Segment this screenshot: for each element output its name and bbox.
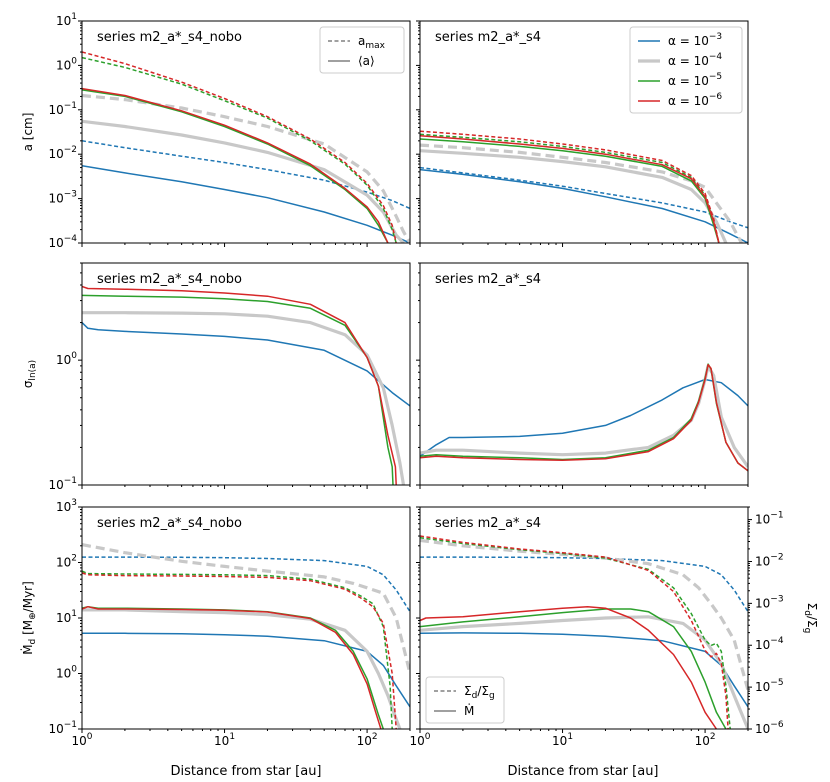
y2-tick-label: 10−6 xyxy=(755,720,784,736)
panel-title: series m2_a*_s4 xyxy=(435,30,541,45)
legend-label: ⟨a⟩ xyxy=(358,54,375,68)
x-axis-label-right: Distance from star [au] xyxy=(507,764,658,779)
series-line xyxy=(82,93,410,243)
y-tick-label: 102 xyxy=(56,554,77,570)
series-group xyxy=(82,285,410,485)
y-tick-label: 10−1 xyxy=(48,720,77,736)
x-tick-label: 100 xyxy=(71,732,92,748)
legend-label: α = 10−6 xyxy=(668,92,722,108)
legend-label: α = 10−3 xyxy=(668,32,722,48)
y-tick-label: 100 xyxy=(56,351,77,367)
series-line xyxy=(420,605,718,729)
y-tick-label: 101 xyxy=(56,609,77,625)
series-line xyxy=(420,168,748,243)
series-line xyxy=(82,572,397,729)
series-group xyxy=(420,130,748,243)
x-tick-label: 102 xyxy=(357,732,378,748)
series-line xyxy=(420,143,743,243)
y-tick-label: 103 xyxy=(56,498,77,514)
series-line xyxy=(82,164,410,243)
legend-label: α = 10−4 xyxy=(668,52,722,68)
series-line xyxy=(82,605,382,729)
y2-tick-label: 10−1 xyxy=(755,511,784,527)
x-tick-label: 102 xyxy=(695,732,716,748)
y-tick-label: 10−3 xyxy=(48,190,77,206)
panel-middle-right: series m2_a*_s4 xyxy=(416,262,749,489)
plot-frame xyxy=(419,20,749,244)
plot-frame xyxy=(81,20,411,244)
y-tick-label: 100 xyxy=(56,56,77,72)
series-line xyxy=(420,363,748,472)
panel-top-left: 10−4 10−3 10−2 10−1 100 101 a [cm] series m2_a*… xyxy=(21,12,411,250)
x-tick-label: 101 xyxy=(214,732,235,748)
y-axis-label: a [cm] xyxy=(21,113,35,152)
y-tick-label: 100 xyxy=(56,665,77,681)
y2-tick-label: 10−2 xyxy=(755,552,784,568)
y2-tick-label: 10−3 xyxy=(755,594,784,610)
series-line xyxy=(420,378,748,457)
series-line xyxy=(82,51,397,243)
series-line xyxy=(82,140,410,210)
y-tick-label: 10−4 xyxy=(48,234,77,250)
y2-tick-label: 10−5 xyxy=(755,678,784,694)
x-tick-label: 101 xyxy=(552,732,573,748)
legend-label: α = 10−5 xyxy=(668,72,722,88)
series-line xyxy=(82,285,397,485)
panel-top-right: series m2_a*_s4 α = 10−3 α = 10−4 α = 10−5 α… xyxy=(416,20,749,247)
series-line xyxy=(82,632,410,708)
series-line xyxy=(82,543,410,674)
series-line xyxy=(420,556,748,613)
panel-title: series m2_a*_s4_nobo xyxy=(97,272,242,287)
y-tick-label: 101 xyxy=(56,12,77,28)
series-group xyxy=(420,363,748,472)
series-group xyxy=(420,535,748,729)
series-line xyxy=(420,535,729,729)
series-line xyxy=(82,87,389,243)
x-tick-label: 100 xyxy=(409,732,430,748)
series-line xyxy=(420,166,748,229)
series-line xyxy=(420,130,720,243)
series-line xyxy=(420,138,720,243)
panel-bottom-right: 100 101 10210−610−510−410−310−210−1Σd/Σgse… xyxy=(409,506,819,748)
series-line xyxy=(420,135,720,243)
series-group xyxy=(82,51,410,243)
y-axis-label: Ṁd [M⊕/Myr] xyxy=(20,581,38,655)
plot-frame xyxy=(419,262,749,486)
y-tick-label: 10−1 xyxy=(48,101,77,117)
series-line xyxy=(82,294,394,485)
panel-title: series m2_a*_s4_nobo xyxy=(97,516,242,531)
series-line xyxy=(420,538,748,691)
plot-frame xyxy=(81,262,411,486)
y2-tick-label: 10−4 xyxy=(755,636,784,652)
series-line xyxy=(82,608,402,729)
y-tick-label: 10−2 xyxy=(48,145,77,161)
series-line xyxy=(82,311,406,485)
series-line xyxy=(82,89,389,243)
x-axis-label-left: Distance from star [au] xyxy=(170,764,321,779)
panel-title: series m2_a*_s4_nobo xyxy=(97,30,242,45)
y-tick-label: 10−1 xyxy=(48,476,77,492)
legend-box xyxy=(629,26,743,114)
series-line xyxy=(420,615,748,729)
series-line xyxy=(82,556,410,613)
panel-title: series m2_a*_s4 xyxy=(435,516,541,531)
series-group xyxy=(82,543,410,729)
series-line xyxy=(420,608,727,729)
series-line xyxy=(82,56,397,243)
legend-label: Ṁ xyxy=(464,703,474,718)
panel-title: series m2_a*_s4 xyxy=(435,272,541,287)
